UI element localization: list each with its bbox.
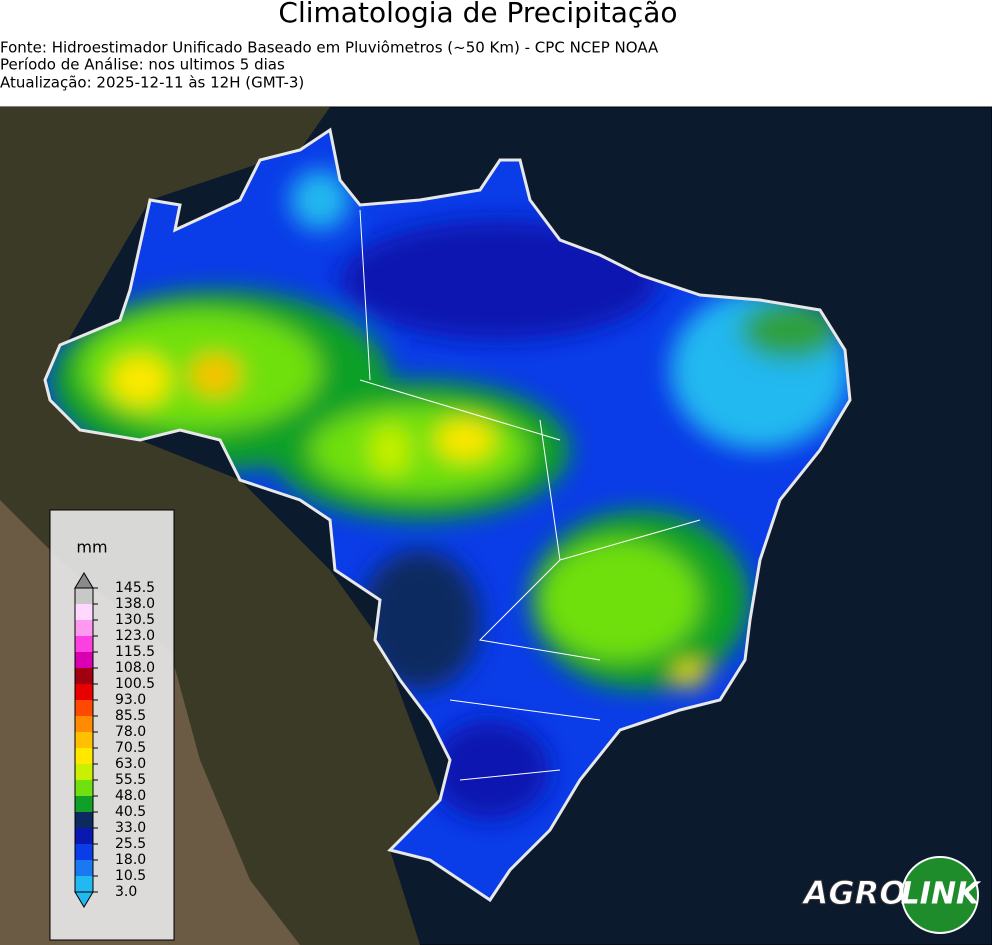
colorbar-tick-label: 85.5 [115, 708, 146, 724]
colorbar-tick-label: 130.5 [115, 612, 155, 628]
colorbar-tick-label: 10.5 [115, 868, 146, 884]
colorbar-segment [75, 780, 93, 796]
logo-right: LINK [901, 877, 982, 912]
colorbar-tick-label: 18.0 [115, 852, 146, 868]
colorbar-tick-label: 78.0 [115, 724, 146, 740]
logo-circle [901, 856, 979, 934]
colorbar-segment [75, 700, 93, 716]
colorbar-unit: mm [76, 538, 107, 557]
colorbar-tick-label: 100.5 [115, 676, 155, 692]
logo-left: AGRO [801, 874, 907, 912]
colorbar-tick-label: 3.0 [115, 884, 137, 900]
colorbar-segment [75, 636, 93, 652]
state-borders [359, 209, 701, 781]
colorbar-segment [75, 604, 93, 620]
logo: AGRO LINK [800, 856, 982, 934]
colorbar-panel: mm 3.010.518.025.533.040.548.055.563.070… [49, 509, 175, 941]
colorbar-segment [75, 860, 93, 876]
colorbar-tick-label: 123.0 [115, 628, 155, 644]
colorbar-tick-label: 33.0 [115, 820, 146, 836]
colorbar-segment [75, 844, 93, 860]
period-line: Período de Análise: nos ultimos 5 dias [0, 56, 285, 74]
colorbar-tick-label: 93.0 [115, 692, 146, 708]
colorbar-segment [75, 876, 93, 892]
colorbar: 3.010.518.025.533.040.548.055.563.070.57… [74, 572, 155, 908]
colorbar-segment [75, 732, 93, 748]
colorbar-segment [75, 652, 93, 668]
colorbar-segment [75, 588, 93, 604]
colorbar-tick-label: 108.0 [115, 660, 155, 676]
colorbar-tick-label: 138.0 [115, 596, 155, 612]
colorbar-segment [75, 764, 93, 780]
colorbar-segment [75, 620, 93, 636]
colorbar-tick-label: 145.5 [115, 580, 155, 596]
colorbar-tick-label: 25.5 [115, 836, 146, 852]
title: Climatologia de Precipitação [278, 0, 677, 29]
colorbar-tick-label: 70.5 [115, 740, 146, 756]
colorbar-segment [75, 668, 93, 684]
update-line: Atualização: 2025-12-11 às 12H (GMT-3) [0, 74, 304, 92]
colorbar-outline [74, 587, 94, 893]
colorbar-segment [75, 812, 93, 828]
colorbar-segment [75, 716, 93, 732]
colorbar-segment [75, 796, 93, 812]
country-border [43, 127, 852, 903]
colorbar-tick-label: 63.0 [115, 756, 146, 772]
colorbar-segment [75, 748, 93, 764]
colorbar-segment [75, 684, 93, 700]
colorbar-tick-label: 40.5 [115, 804, 146, 820]
colorbar-tick-label: 48.0 [115, 788, 146, 804]
source-line: Fonte: Hidroestimador Unificado Baseado … [0, 39, 659, 57]
colorbar-box [49, 509, 175, 941]
colorbar-segment [75, 828, 93, 844]
colorbar-tick-label: 115.5 [115, 644, 155, 660]
colorbar-tick-label: 55.5 [115, 772, 146, 788]
